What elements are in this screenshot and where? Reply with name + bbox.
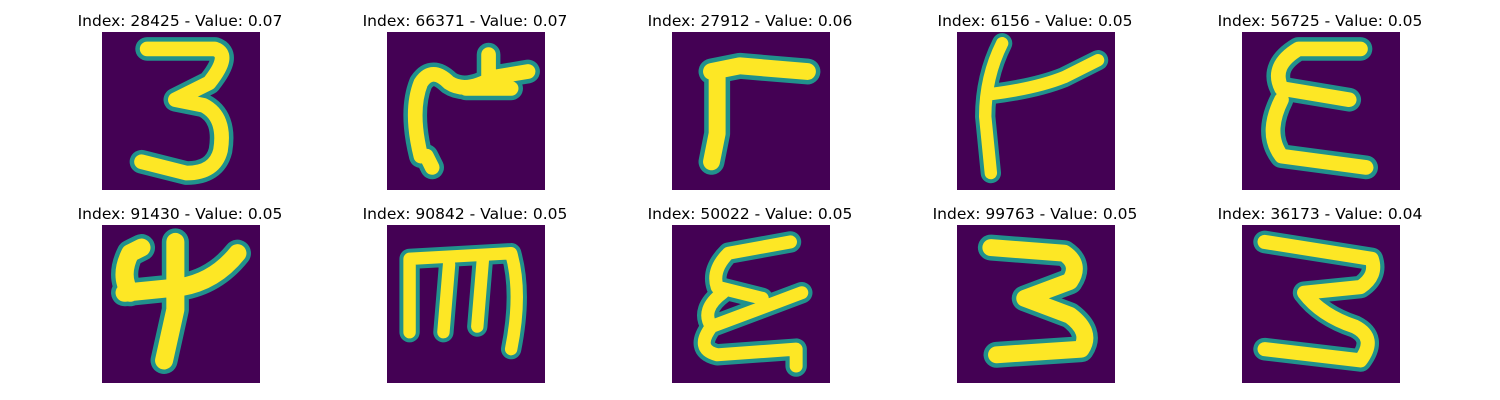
panel-title: Index: 66371 - Value: 0.07: [362, 12, 568, 30]
k-like-stroke-icon: [957, 32, 1115, 190]
digit-3-slanted-icon: [1242, 225, 1400, 383]
panel-title: Index: 99763 - Value: 0.05: [932, 205, 1138, 223]
panel-title: Index: 90842 - Value: 0.05: [362, 205, 568, 223]
panel-title: Index: 6156 - Value: 0.05: [937, 12, 1133, 30]
curly-e-stroke-icon: [672, 225, 830, 383]
gamma-stroke-icon: [672, 32, 830, 190]
panel-title: Index: 50022 - Value: 0.05: [647, 205, 853, 223]
epsilon-stroke-icon: [1242, 32, 1400, 190]
panel-title: Index: 36173 - Value: 0.04: [1217, 205, 1423, 223]
panel-title: Index: 28425 - Value: 0.07: [77, 12, 283, 30]
panel-title: Index: 27912 - Value: 0.06: [647, 12, 853, 30]
hooked-stroke-icon: [387, 32, 545, 190]
digit-4-icon: [102, 225, 260, 383]
m-rotated-stroke-icon: [387, 225, 545, 383]
panel-title: Index: 56725 - Value: 0.05: [1217, 12, 1423, 30]
digit-3-icon: [102, 32, 260, 190]
digit-3-angular-icon: [957, 225, 1115, 383]
panel-title: Index: 91430 - Value: 0.05: [77, 205, 283, 223]
